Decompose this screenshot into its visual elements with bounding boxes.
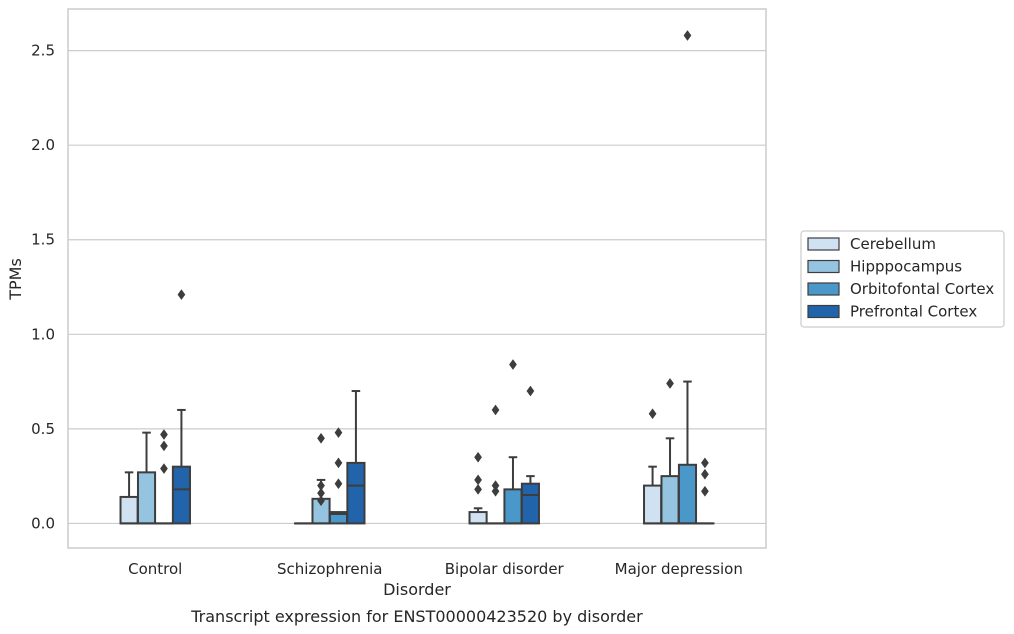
box-group (660, 378, 680, 525)
box-group (311, 432, 331, 525)
box-group (154, 429, 174, 525)
box (677, 463, 698, 525)
y-tick-label: 1.0 (31, 325, 55, 343)
legend-label: Hipppocampus (850, 258, 962, 276)
outlier-point (474, 451, 482, 463)
legend-label: Cerebellum (850, 235, 936, 253)
y-tick-labels: 0.0 0.5 1.0 1.5 2.0 2.5 (31, 42, 55, 533)
box (520, 482, 540, 525)
box (503, 488, 523, 525)
box-group (171, 289, 191, 525)
box-group (695, 457, 715, 525)
y-tick-label: 1.5 (31, 231, 55, 249)
outlier-point (648, 408, 657, 420)
legend-swatch (807, 259, 840, 274)
outlier-point (701, 468, 709, 480)
x-axis-label: Disorder (383, 580, 451, 599)
box (643, 484, 663, 525)
chart-caption: Transcript expression for ENST0000042352… (190, 607, 643, 626)
y-tick-label: 2.5 (31, 42, 55, 60)
box-group (485, 404, 506, 525)
box-group (503, 359, 523, 525)
plot-border (67, 8, 767, 549)
box-group (520, 385, 540, 525)
box-group (328, 427, 349, 525)
box (136, 471, 157, 525)
outlier-point (334, 478, 343, 490)
box-group (346, 390, 366, 525)
outlier-point (683, 30, 692, 41)
box (171, 465, 191, 525)
outlier-point (334, 457, 343, 469)
box-group (468, 451, 488, 525)
outlier-point (317, 480, 325, 492)
box (660, 475, 680, 525)
legend-swatch (807, 237, 840, 251)
outlier-point (317, 487, 325, 499)
outlier-point (160, 429, 168, 440)
legend-frame (800, 230, 1005, 328)
x-tick-label: Bipolar disorder (445, 560, 565, 578)
box-group (677, 30, 698, 525)
box-group (119, 471, 139, 525)
y-tick-label: 2.0 (31, 136, 55, 154)
plot-frame (67, 8, 767, 549)
outlier-point (526, 385, 535, 397)
y-axis-label: TPMs (6, 258, 25, 301)
outlier-point (491, 404, 500, 416)
outlier-point (177, 289, 186, 301)
outlier-point (701, 457, 709, 469)
legend-label: Orbitofontal Cortex (850, 280, 994, 298)
outlier-point (701, 485, 709, 497)
grid-layer (68, 50, 766, 525)
outlier-point (160, 440, 168, 452)
y-tick-label: 0.0 (31, 514, 55, 532)
outlier-point (491, 485, 500, 497)
box (346, 461, 366, 525)
x-tick-labels: Control Schizophrenia Bipolar disorder Majo… (128, 560, 743, 578)
x-tick-label: Control (128, 560, 182, 578)
box-group (136, 431, 157, 525)
legend-swatch (807, 282, 840, 296)
outlier-point (160, 463, 168, 474)
box (468, 511, 488, 525)
box-group (643, 408, 663, 525)
outlier-point (317, 432, 325, 444)
x-tick-label: Major depression (615, 560, 743, 578)
outlier-point (317, 495, 325, 507)
legend-swatch (807, 304, 840, 319)
box (119, 495, 139, 525)
x-tick-label: Schizophrenia (277, 560, 382, 578)
outlier-point (474, 483, 482, 495)
outlier-point (474, 474, 482, 486)
outlier-point (491, 480, 500, 492)
outlier-point (666, 378, 674, 389)
outlier-point (509, 359, 517, 370)
y-tick-label: 0.5 (31, 420, 55, 438)
outlier-point (334, 427, 343, 439)
legend-label: Prefrontal Cortex (850, 303, 977, 321)
legend: Cerebellum Hipppocampus Orbitofontal Corte… (800, 230, 1005, 328)
box-layer (119, 30, 715, 525)
